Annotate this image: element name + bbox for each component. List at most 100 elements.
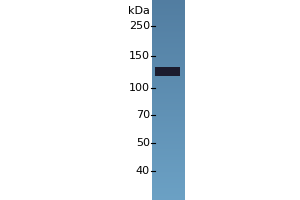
Bar <box>152 177 185 178</box>
Bar <box>152 19 185 20</box>
Bar <box>152 125 185 126</box>
Bar <box>152 130 185 131</box>
Bar <box>152 45 185 46</box>
Bar <box>152 51 185 52</box>
Bar <box>152 6 185 7</box>
Bar <box>152 170 185 171</box>
Bar <box>152 195 185 196</box>
Bar <box>152 164 185 165</box>
Bar <box>152 157 185 158</box>
Bar <box>152 9 185 10</box>
Bar <box>152 75 185 76</box>
Bar <box>152 180 185 181</box>
Bar <box>152 4 185 5</box>
Bar <box>152 41 185 42</box>
Bar <box>152 33 185 34</box>
Bar <box>152 90 185 91</box>
Bar <box>152 172 185 173</box>
Bar <box>152 113 185 114</box>
Bar <box>152 95 185 96</box>
Text: 250: 250 <box>129 21 150 31</box>
Bar <box>152 100 185 101</box>
Bar <box>152 85 185 86</box>
Bar <box>152 40 185 41</box>
Bar <box>152 57 185 58</box>
Bar <box>152 188 185 189</box>
Bar <box>152 29 185 30</box>
Bar <box>152 121 185 122</box>
Bar <box>152 31 185 32</box>
Bar <box>152 60 185 61</box>
Bar <box>152 59 185 60</box>
Bar <box>152 26 185 27</box>
Bar <box>152 167 185 168</box>
Bar <box>152 66 185 67</box>
Bar <box>152 89 185 90</box>
Bar <box>152 173 185 174</box>
Bar <box>152 21 185 22</box>
Bar <box>152 73 185 74</box>
Bar <box>152 141 185 142</box>
Bar <box>152 62 185 63</box>
Bar <box>152 0 185 1</box>
Bar <box>152 91 185 92</box>
Bar <box>152 155 185 156</box>
Bar <box>152 169 185 170</box>
Bar <box>152 39 185 40</box>
Bar <box>152 112 185 113</box>
Bar <box>152 110 185 111</box>
Bar <box>152 97 185 98</box>
Text: kDa: kDa <box>128 6 150 16</box>
Bar <box>152 182 185 183</box>
Bar <box>152 53 185 54</box>
Bar <box>152 154 185 155</box>
Bar <box>152 140 185 141</box>
Bar <box>152 117 185 118</box>
Bar <box>152 107 185 108</box>
Bar <box>152 109 185 110</box>
Bar <box>152 175 185 176</box>
Bar <box>152 61 185 62</box>
Bar <box>152 166 185 167</box>
Bar <box>152 152 185 153</box>
Bar <box>152 56 185 57</box>
Bar <box>152 162 185 163</box>
Bar <box>152 82 185 83</box>
Text: 50: 50 <box>136 138 150 148</box>
Bar <box>152 7 185 8</box>
Bar <box>152 116 185 117</box>
Bar <box>152 144 185 145</box>
Bar <box>152 71 185 72</box>
Bar <box>152 145 185 146</box>
Bar <box>152 115 185 116</box>
Bar <box>152 165 185 166</box>
Text: 70: 70 <box>136 110 150 120</box>
Bar <box>152 132 185 133</box>
Bar <box>152 127 185 128</box>
Bar <box>152 44 185 45</box>
Bar <box>152 129 185 130</box>
Bar <box>152 168 185 169</box>
Bar <box>152 106 185 107</box>
Text: 100: 100 <box>129 83 150 93</box>
Bar <box>152 163 185 164</box>
Bar <box>152 136 185 137</box>
Bar <box>152 118 185 119</box>
Bar <box>152 197 185 198</box>
Bar <box>152 36 185 37</box>
Bar <box>152 10 185 11</box>
Bar <box>152 142 185 143</box>
Text: 40: 40 <box>136 166 150 176</box>
Bar <box>152 120 185 121</box>
Bar <box>152 105 185 106</box>
Bar <box>152 133 185 134</box>
Bar <box>152 186 185 187</box>
Bar <box>152 146 185 147</box>
Bar <box>152 159 185 160</box>
Bar <box>152 64 185 65</box>
Bar <box>152 92 185 93</box>
Bar <box>152 72 185 73</box>
Bar <box>152 12 185 13</box>
Bar <box>152 18 185 19</box>
Bar <box>152 187 185 188</box>
